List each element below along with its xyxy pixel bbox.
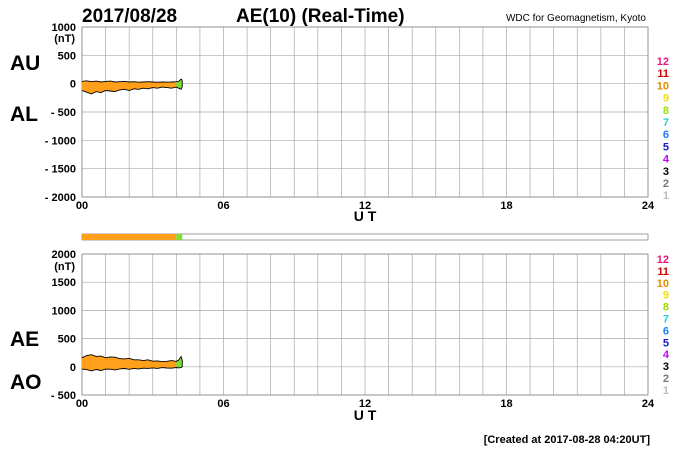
au-al-y-ticks: 1000 500 0 - 500 - 1000 - 1500 - 2000: [45, 22, 76, 204]
ae-ao-y-tick-label: 0: [70, 362, 76, 374]
created-timestamp: [Created at 2017-08-28 04:20UT]: [484, 434, 651, 446]
side-label-au: AU: [10, 52, 40, 75]
au-al-y-tick-label: - 500: [51, 107, 76, 119]
data-status-bar: [81, 233, 649, 241]
ae-ao-grid: [81, 253, 649, 396]
series-line-al: [81, 86, 183, 95]
ae-ao-y-tick-label: 500: [58, 334, 76, 346]
legend-entry: 8: [663, 302, 669, 314]
legend-entry: 12: [657, 254, 669, 266]
au-al-series: [81, 78, 183, 95]
legend-entry: 2: [663, 373, 669, 385]
au-al-grid: [81, 26, 649, 198]
series-line-au: [81, 78, 183, 83]
ae-ao-y-tick-label: 2000: [52, 249, 76, 261]
legend-entry: 7: [663, 117, 669, 129]
series-line-ae: [81, 354, 183, 363]
au-al-frame: [81, 26, 649, 198]
au-al-x-tick-label: 06: [217, 200, 229, 212]
ae-ao-frame: [81, 253, 649, 396]
legend-entry: 1: [663, 190, 669, 202]
au-al-fill-band: [82, 80, 177, 94]
side-label-ae: AE: [10, 328, 39, 351]
legend-entry: 9: [663, 93, 669, 105]
au-al-x-axis-label: U T: [354, 208, 377, 224]
legend-entry: 2: [663, 178, 669, 190]
legend-entry: 5: [663, 141, 669, 153]
au-al-unit: (nT): [54, 33, 75, 45]
ae-ao-y-tick-label: - 500: [51, 390, 76, 402]
chart-source: WDC for Geomagnetism, Kyoto: [506, 13, 646, 24]
ae-ao-x-ticks: 00 06 12 18 24: [76, 398, 655, 410]
ae-ao-x-tick-label: 12: [359, 398, 371, 410]
au-al-x-tick-label: 24: [642, 200, 655, 212]
legend-entry: 10: [657, 80, 669, 92]
status-bar-segment: [176, 234, 183, 240]
chart-date: 2017/08/28: [82, 6, 177, 27]
au-al-y-tick-label: - 1500: [45, 164, 76, 176]
ae-ao-x-tick-label: 24: [642, 398, 655, 410]
series-line-ao: [81, 366, 183, 372]
legend-entry: 3: [663, 361, 669, 373]
legend-entry: 1: [663, 385, 669, 397]
au-al-y-tick-label: 0: [70, 79, 76, 91]
au-al-y-tick-label: 1000: [52, 22, 76, 34]
ae-ao-recent-fill-band: [176, 356, 183, 368]
au-al-y-tick-label: - 1000: [45, 135, 76, 147]
legend-entry: 4: [663, 349, 670, 361]
ae-ao-series: [81, 354, 183, 372]
legend-entry: 11: [657, 266, 669, 278]
ae-ao-x-tick-label: 06: [217, 398, 229, 410]
ae-ao-y-tick-label: 1000: [52, 305, 76, 317]
side-label-ao: AO: [10, 371, 42, 394]
ae-ao-fill-band: [82, 354, 177, 371]
au-al-x-tick-label: 18: [500, 200, 512, 212]
ae-ao-x-axis-label: U T: [354, 407, 377, 423]
status-bar-segment: [82, 234, 177, 240]
legend-entry: 6: [663, 325, 669, 337]
ae-ao-y-tick-label: 1500: [52, 277, 76, 289]
legend-entry: 5: [663, 337, 669, 349]
ae-ao-x-tick-label: 18: [500, 398, 512, 410]
chart-title: AE(10) (Real-Time): [236, 6, 405, 27]
legend-entry: 12: [657, 56, 669, 68]
au-al-y-tick-label: - 2000: [45, 192, 76, 204]
legend-entry: 4: [663, 154, 670, 166]
legend-entry: 7: [663, 314, 669, 326]
ae-ao-y-ticks: 2000 1500 1000 500 0 - 500: [51, 249, 76, 402]
side-label-al: AL: [10, 103, 38, 126]
legend-entry: 8: [663, 105, 669, 117]
legend-entry: 6: [663, 129, 669, 141]
legend-entry: 3: [663, 166, 669, 178]
au-al-x-tick-label: 00: [76, 200, 88, 212]
ae-ao-x-tick-label: 00: [76, 398, 88, 410]
au-al-x-ticks: 00 06 12 18 24: [76, 200, 655, 212]
legend-entry: 9: [663, 290, 669, 302]
ae-ao-unit: (nT): [54, 261, 75, 273]
legend-entry: 11: [657, 68, 669, 80]
au-al-y-tick-label: 500: [58, 50, 76, 62]
au-al-x-tick-label: 12: [359, 200, 371, 212]
legend-entry: 10: [657, 278, 669, 290]
